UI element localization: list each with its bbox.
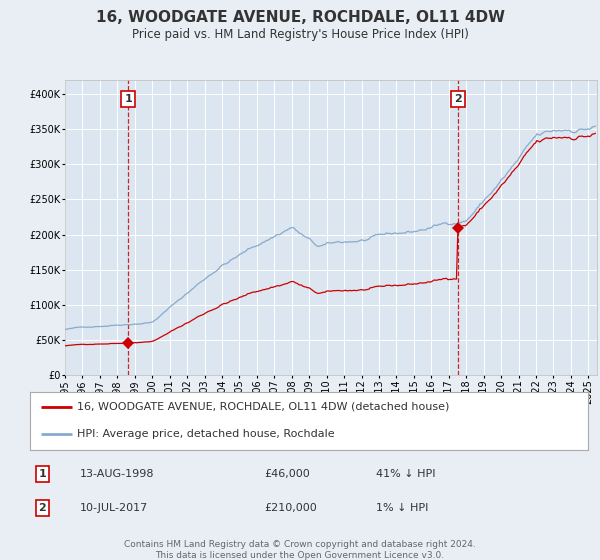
Text: 1: 1 (38, 469, 46, 479)
Text: £46,000: £46,000 (265, 469, 310, 479)
Text: 1% ↓ HPI: 1% ↓ HPI (376, 503, 428, 513)
Text: This data is licensed under the Open Government Licence v3.0.: This data is licensed under the Open Gov… (155, 551, 445, 560)
Text: 10-JUL-2017: 10-JUL-2017 (80, 503, 148, 513)
Text: 1: 1 (124, 94, 132, 104)
Text: Price paid vs. HM Land Registry's House Price Index (HPI): Price paid vs. HM Land Registry's House … (131, 28, 469, 41)
Text: 16, WOODGATE AVENUE, ROCHDALE, OL11 4DW: 16, WOODGATE AVENUE, ROCHDALE, OL11 4DW (95, 10, 505, 25)
Text: 16, WOODGATE AVENUE, ROCHDALE, OL11 4DW (detached house): 16, WOODGATE AVENUE, ROCHDALE, OL11 4DW … (77, 402, 450, 412)
Text: 2: 2 (454, 94, 462, 104)
Text: 13-AUG-1998: 13-AUG-1998 (80, 469, 155, 479)
Text: 2: 2 (38, 503, 46, 513)
Text: £210,000: £210,000 (265, 503, 317, 513)
Text: Contains HM Land Registry data © Crown copyright and database right 2024.: Contains HM Land Registry data © Crown c… (124, 540, 476, 549)
Text: 41% ↓ HPI: 41% ↓ HPI (376, 469, 436, 479)
Text: HPI: Average price, detached house, Rochdale: HPI: Average price, detached house, Roch… (77, 429, 335, 439)
